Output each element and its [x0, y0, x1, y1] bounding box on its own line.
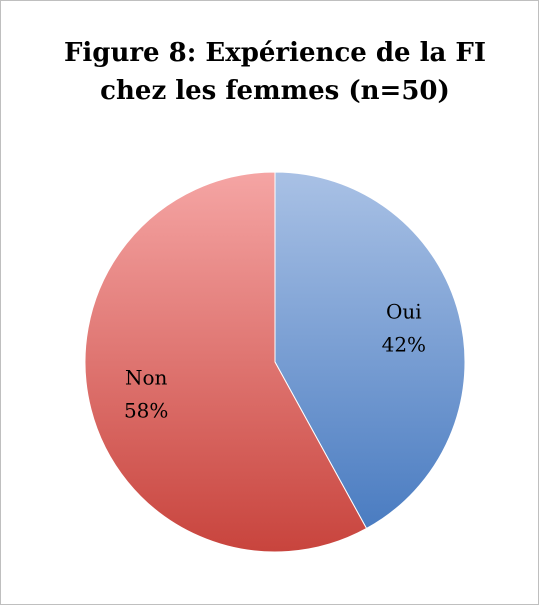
- pie-slice: [274, 171, 466, 530]
- slice-category: Non: [125, 366, 168, 390]
- slice-label: 42%: [382, 332, 426, 356]
- chart-title: Figure 8: Expérience de la FI chez les f…: [63, 38, 487, 106]
- pie-slice: [84, 171, 368, 553]
- slice-category: Oui: [386, 299, 422, 323]
- slice-label: 58%: [124, 399, 168, 423]
